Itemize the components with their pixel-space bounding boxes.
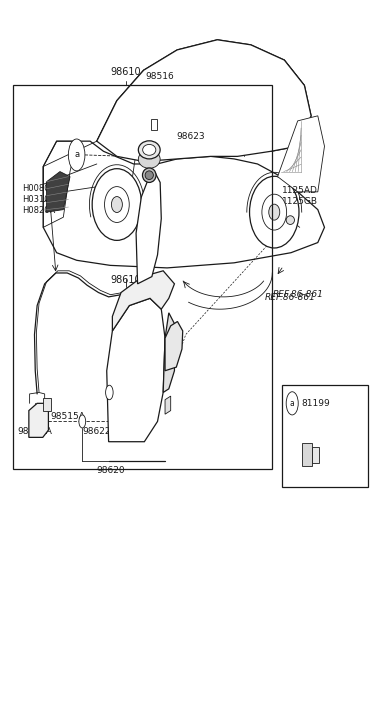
Polygon shape — [136, 174, 161, 284]
Circle shape — [106, 385, 113, 400]
Ellipse shape — [262, 194, 287, 230]
Text: 98515A: 98515A — [50, 412, 85, 421]
Ellipse shape — [143, 168, 156, 182]
Text: H0080R: H0080R — [22, 184, 55, 193]
Bar — [312, 447, 319, 462]
Text: 98622: 98622 — [82, 427, 111, 435]
Text: 98610: 98610 — [110, 68, 141, 78]
Circle shape — [79, 415, 86, 428]
Polygon shape — [165, 321, 183, 371]
Text: H0820R: H0820R — [22, 206, 55, 214]
Text: H0310R: H0310R — [22, 195, 55, 204]
Text: 98510A: 98510A — [17, 427, 52, 435]
Bar — [43, 398, 51, 411]
Ellipse shape — [105, 187, 129, 222]
Polygon shape — [47, 172, 70, 212]
Polygon shape — [165, 396, 171, 414]
Ellipse shape — [249, 176, 299, 248]
Text: 81199: 81199 — [301, 399, 330, 408]
Bar — [282, 385, 368, 486]
Circle shape — [286, 392, 298, 415]
Polygon shape — [43, 141, 324, 268]
Polygon shape — [163, 313, 174, 393]
Ellipse shape — [92, 169, 142, 241]
Ellipse shape — [143, 145, 156, 156]
Bar — [302, 443, 312, 466]
Ellipse shape — [138, 141, 160, 159]
Polygon shape — [97, 40, 311, 161]
Ellipse shape — [286, 216, 294, 225]
Circle shape — [68, 139, 85, 171]
Ellipse shape — [111, 196, 122, 212]
Polygon shape — [277, 116, 324, 192]
Text: 1125GB: 1125GB — [282, 197, 318, 206]
Text: REF.86-861: REF.86-861 — [272, 289, 323, 299]
Ellipse shape — [269, 204, 280, 220]
Polygon shape — [113, 270, 174, 331]
Polygon shape — [151, 119, 157, 130]
Text: 98610: 98610 — [110, 275, 141, 285]
Text: a: a — [290, 399, 294, 408]
Ellipse shape — [145, 171, 153, 180]
Text: a: a — [74, 150, 79, 159]
Text: 98623: 98623 — [176, 132, 205, 141]
Polygon shape — [107, 298, 165, 442]
Text: REF.86-861: REF.86-861 — [265, 292, 316, 302]
Ellipse shape — [138, 150, 160, 169]
Text: 98620: 98620 — [96, 466, 125, 475]
Bar — [13, 84, 272, 468]
Polygon shape — [29, 403, 49, 438]
Text: 1125AD: 1125AD — [282, 186, 318, 195]
Text: 98516: 98516 — [145, 72, 174, 81]
